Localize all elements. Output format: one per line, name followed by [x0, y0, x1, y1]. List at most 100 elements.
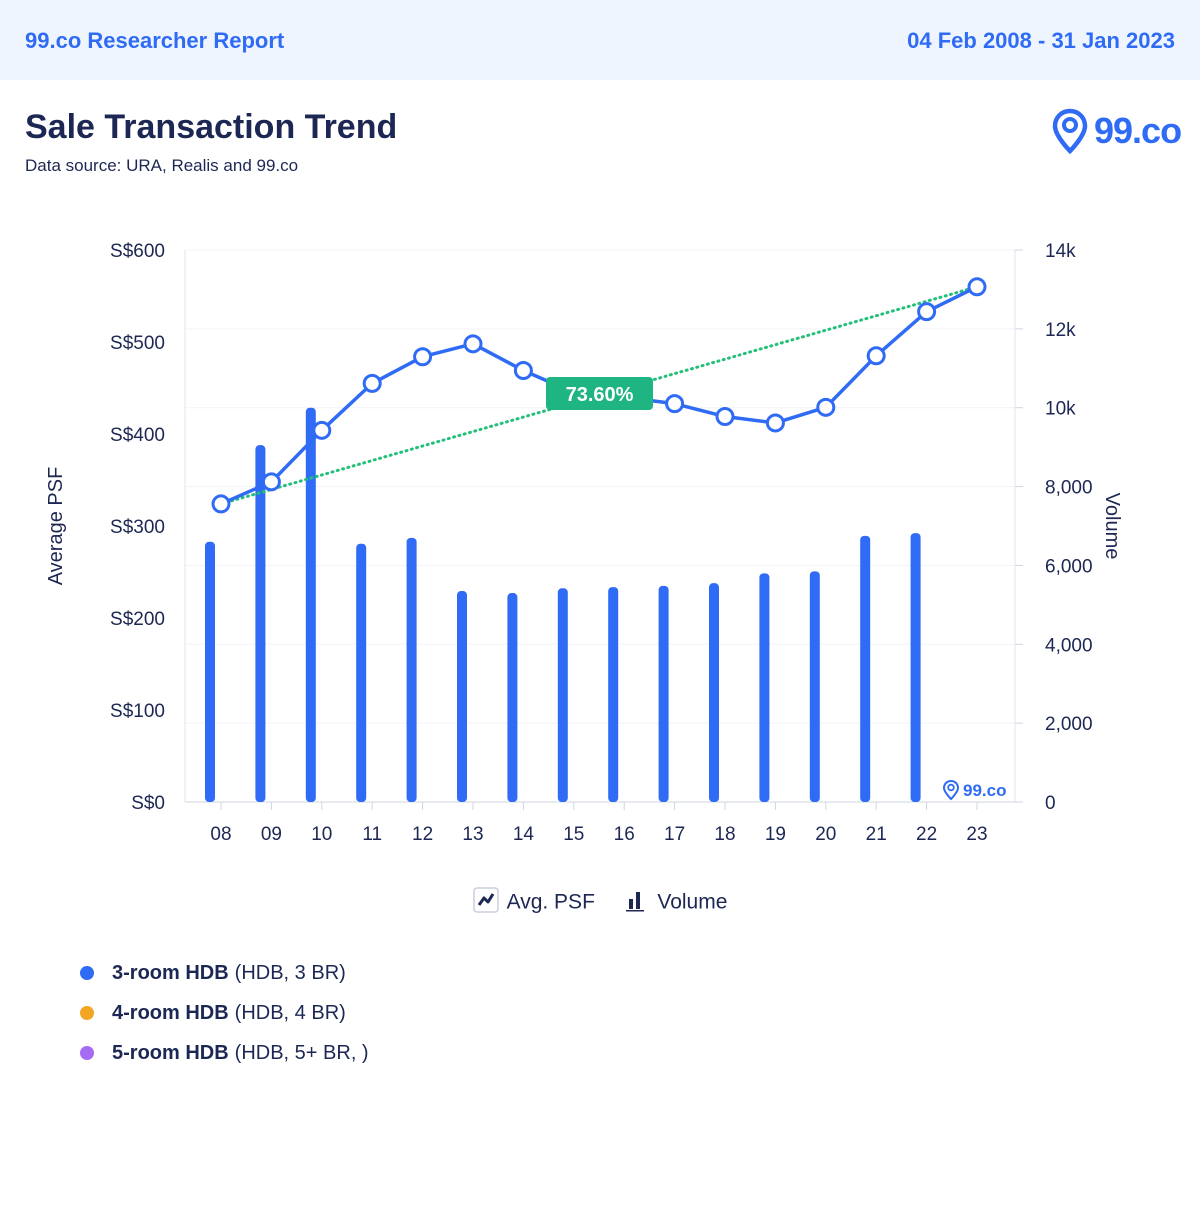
bar-chart-icon — [626, 892, 645, 912]
brand-logo: 99.co — [1052, 108, 1182, 156]
y-tick-label: S$100 — [110, 701, 165, 722]
psf-point — [211, 494, 231, 514]
x-tick-label: 23 — [966, 824, 987, 845]
volume-bar — [860, 535, 871, 802]
axes: S$0 S$100 S$200 S$300 S$400 S$500 S$600 0 2,000 4… — [45, 241, 1123, 845]
psf-point — [866, 346, 886, 366]
series-name: 5-room HDB — [112, 1041, 229, 1064]
trend-badge — [546, 377, 653, 410]
report-header-banner: 99.co Researcher Report 04 Feb 2008 - 31… — [0, 0, 1200, 80]
legend-volume-label: Volume — [657, 890, 728, 914]
y2-tick-label: 6,000 — [1045, 556, 1093, 577]
x-tick-label: 12 — [412, 824, 433, 845]
page-title: Sale Transaction Trend — [25, 108, 398, 146]
volume-bar — [255, 445, 266, 802]
series-color-dot — [80, 966, 94, 980]
x-tick-label: 20 — [815, 824, 836, 845]
line-chart-icon — [472, 887, 499, 913]
watermark-pin-icon — [942, 779, 960, 801]
psf-point — [312, 420, 332, 440]
series-color-dot — [80, 1046, 94, 1060]
map-pin-icon — [1052, 108, 1088, 154]
volume-bar — [457, 591, 467, 802]
watermark-text: 99.co — [963, 781, 1006, 800]
x-tick-label: 18 — [714, 824, 735, 845]
x-tick-label: 08 — [210, 824, 231, 845]
data-source-note: Data source: URA, Realis and 99.co — [25, 156, 299, 175]
report-date-range: 04 Feb 2008 - 31 Jan 2023 — [907, 28, 1175, 53]
x-tick-label: 21 — [866, 824, 887, 845]
x-tick-label: 13 — [462, 824, 483, 845]
trend-dotted-line — [219, 285, 979, 506]
series-detail: (HDB, 3 BR) — [234, 961, 346, 984]
volume-bar — [658, 585, 669, 802]
trend-badge-label: 73.60% — [566, 384, 634, 406]
x-tick-label: 22 — [916, 824, 937, 845]
series-name: 3-room HDB — [112, 961, 229, 984]
logo-text: 99.co — [1094, 110, 1182, 151]
chart-labels: 73.60% 99.co — [546, 377, 1006, 801]
y2-tick-label: 2,000 — [1045, 714, 1093, 735]
volume-bar — [557, 588, 568, 802]
psf-point — [665, 394, 685, 414]
x-tick-label: 15 — [563, 824, 584, 845]
series-detail: (HDB, 4 BR) — [234, 1001, 346, 1024]
x-tick-label: 19 — [765, 824, 786, 845]
legend-volume[interactable]: Volume — [623, 890, 727, 916]
sale-transaction-chart: S$0 S$100 S$200 S$300 S$400 S$500 S$600 0 2,000 4… — [0, 200, 1200, 880]
chart-canvas: S$0 S$100 S$200 S$300 S$400 S$500 S$600 0 2,000 4… — [45, 241, 1123, 845]
legend-avg-psf[interactable]: Avg. PSF — [472, 887, 595, 916]
psf-point — [261, 472, 281, 492]
volume-bar — [608, 587, 619, 802]
psf-point — [715, 407, 735, 427]
volume-bar — [356, 543, 367, 802]
series-row-3-room[interactable]: 3-room HDB (HDB, 3 BR) — [80, 953, 369, 993]
series-detail: (HDB, 5+ BR, ) — [234, 1041, 369, 1064]
psf-point — [917, 302, 937, 322]
volume-bar — [205, 541, 215, 802]
y2-tick-label: 10k — [1045, 399, 1076, 420]
psf-point — [765, 413, 785, 433]
series-name: 4-room HDB — [112, 1001, 229, 1024]
x-tick-label: 11 — [362, 824, 382, 845]
chart-legend: Avg. PSF Volume — [0, 887, 1200, 930]
y2-tick-label: 14k — [1045, 241, 1076, 262]
y-tick-label: S$0 — [131, 793, 165, 814]
volume-bar — [910, 533, 921, 802]
trend-line — [219, 285, 979, 506]
report-name: 99.co Researcher Report — [25, 28, 285, 53]
psf-point — [463, 334, 483, 354]
y-axis-title: Average PSF — [45, 467, 67, 586]
psf-point — [413, 347, 433, 367]
volume-bar — [507, 593, 518, 802]
y2-tick-label: 12k — [1045, 320, 1076, 341]
y2-tick-label: 8,000 — [1045, 478, 1093, 499]
volume-bar — [759, 573, 770, 802]
y-tick-label: S$600 — [110, 241, 165, 262]
x-tick-label: 17 — [664, 824, 685, 845]
x-tick-label: 16 — [614, 824, 635, 845]
psf-point — [362, 373, 382, 393]
watermark-pin-dot — [947, 783, 955, 792]
series-color-dot — [80, 1006, 94, 1020]
x-tick-label: 14 — [513, 824, 535, 845]
series-list: 3-room HDB (HDB, 3 BR) 4-room HDB (HDB, … — [80, 953, 369, 1073]
psf-point — [816, 397, 836, 417]
series-row-4-room[interactable]: 4-room HDB (HDB, 4 BR) — [80, 993, 369, 1033]
x-tick-label: 10 — [311, 824, 332, 845]
chart-watermark: 99.co — [942, 779, 1006, 801]
y2-axis-title: Volume — [1101, 493, 1123, 560]
psf-point — [967, 277, 987, 297]
volume-bars — [205, 407, 921, 802]
series-row-5-room[interactable]: 5-room HDB (HDB, 5+ BR, ) — [80, 1033, 369, 1073]
psf-point — [513, 361, 533, 381]
y-tick-label: S$300 — [110, 517, 165, 538]
volume-bar — [305, 407, 316, 802]
y-tick-label: S$400 — [110, 425, 165, 446]
y2-tick-label: 4,000 — [1045, 635, 1093, 656]
y2-tick-label: 0 — [1045, 793, 1056, 814]
x-tick-label: 09 — [261, 824, 282, 845]
volume-bar — [709, 583, 719, 802]
y-tick-label: S$200 — [110, 609, 165, 630]
volume-bar — [809, 571, 820, 802]
